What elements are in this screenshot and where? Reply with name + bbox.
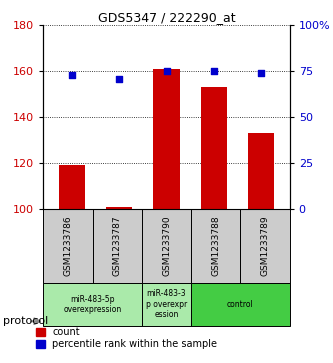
Text: miR-483-5p
overexpression: miR-483-5p overexpression	[64, 294, 122, 314]
Text: control: control	[227, 300, 254, 309]
Point	[211, 68, 216, 74]
Bar	[59, 166, 85, 209]
Text: GSM1233790: GSM1233790	[162, 216, 171, 276]
Bar	[106, 207, 132, 209]
Bar	[248, 133, 274, 209]
Text: protocol: protocol	[3, 316, 49, 326]
Text: GSM1233788: GSM1233788	[211, 216, 220, 276]
Text: GSM1233786: GSM1233786	[63, 216, 73, 276]
Bar	[191, 209, 240, 282]
Bar	[142, 209, 191, 282]
Bar	[154, 69, 179, 209]
Bar	[142, 282, 191, 326]
Bar	[240, 209, 290, 282]
Text: miR-483-3
p overexpr
ession: miR-483-3 p overexpr ession	[146, 289, 187, 319]
Legend: count, percentile rank within the sample: count, percentile rank within the sample	[36, 327, 217, 350]
Bar	[43, 282, 142, 326]
Bar	[201, 87, 227, 209]
Point	[259, 70, 264, 76]
Title: GDS5347 / 222290_at: GDS5347 / 222290_at	[98, 11, 235, 24]
Bar	[191, 282, 290, 326]
Point	[69, 72, 74, 78]
Text: GSM1233789: GSM1233789	[260, 216, 270, 276]
Text: GSM1233787: GSM1233787	[113, 216, 122, 276]
Bar	[43, 209, 93, 282]
Bar	[93, 209, 142, 282]
Point	[117, 76, 122, 82]
Point	[164, 68, 169, 74]
